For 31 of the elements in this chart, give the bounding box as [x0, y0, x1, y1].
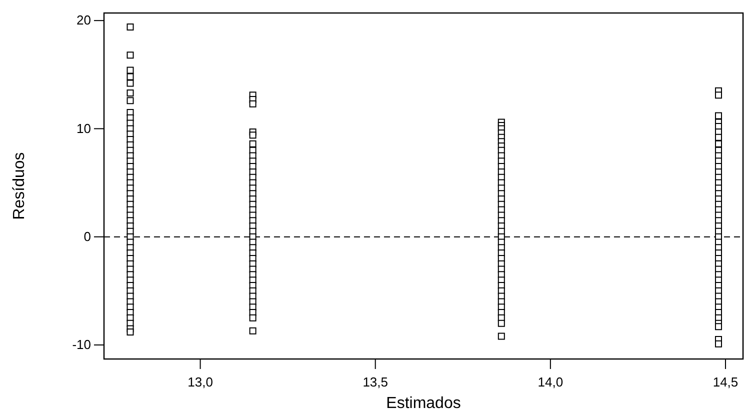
point	[249, 132, 256, 139]
y-tick-label: 20	[76, 12, 91, 28]
x-tick-label: 14,5	[712, 374, 738, 390]
point	[126, 90, 134, 97]
point	[126, 24, 134, 31]
point	[498, 320, 505, 327]
point	[126, 66, 134, 74]
point	[714, 112, 722, 120]
x-tick-label: 13,0	[188, 374, 213, 390]
point	[249, 327, 256, 334]
point	[249, 314, 256, 322]
point	[126, 52, 134, 59]
point	[126, 80, 134, 87]
point	[249, 140, 256, 148]
point	[126, 328, 134, 336]
y-tick-label: -10	[72, 337, 91, 352]
y-tick-label: 0	[84, 228, 91, 244]
x-axis-title: Estimados	[386, 395, 461, 412]
y-tick-label: 10	[76, 120, 91, 136]
x-tick-label: 14,0	[538, 374, 564, 390]
point	[249, 100, 256, 108]
point	[714, 140, 722, 148]
point	[714, 92, 722, 99]
point	[498, 332, 505, 340]
x-tick-label: 13,5	[362, 374, 388, 390]
point	[714, 323, 722, 330]
point	[126, 97, 134, 104]
point	[126, 73, 134, 80]
point	[714, 134, 722, 141]
point	[714, 340, 722, 348]
y-axis-title: Resíduos	[11, 152, 28, 220]
